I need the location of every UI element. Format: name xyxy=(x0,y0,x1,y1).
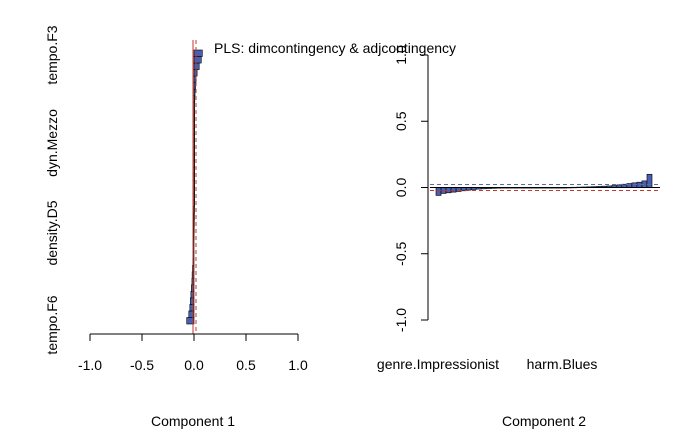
panel2-component-2: -1.0 -0.5 0.0 0.5 1.0 genre.Impressionist harm… xyxy=(377,45,660,372)
panel1-bar xyxy=(193,232,195,240)
chart-title: PLS: dimcontingency & adjcontingency xyxy=(214,40,456,56)
panel1-bar xyxy=(193,56,202,64)
panel1-bar xyxy=(193,160,195,168)
panel1-bar xyxy=(193,173,195,181)
panel2-category-label: genre.Impressionist xyxy=(377,356,499,372)
panel1-bar xyxy=(193,88,196,96)
panel2-y-tick-label: -1.0 xyxy=(393,308,409,332)
panel1-bar xyxy=(193,206,195,214)
panel1-bar xyxy=(193,121,195,129)
panel2-bar xyxy=(631,182,638,188)
panel1-x-tick-label: -0.5 xyxy=(130,357,154,373)
panel1-bar xyxy=(193,101,195,110)
panel1-bar xyxy=(193,134,195,142)
panel1-bar xyxy=(193,147,195,155)
panel1-bar xyxy=(193,95,196,103)
panel1-bar xyxy=(190,291,195,299)
panel1-bar xyxy=(193,127,195,136)
panel1-category-label: tempo.F3 xyxy=(44,25,60,84)
panel1-x-tick-label: 0.5 xyxy=(236,357,256,373)
panel1-bar xyxy=(193,62,200,70)
panel1-bar xyxy=(193,193,195,201)
panel2-bar xyxy=(450,187,457,193)
panel1-bar xyxy=(193,180,195,188)
panel2-y-tick-label: -0.5 xyxy=(393,241,409,265)
panel1-category-label: tempo.F6 xyxy=(44,295,60,354)
panel2-y-tick-label: 0.5 xyxy=(393,111,409,131)
panel1-bar xyxy=(193,199,195,207)
panel1-bar xyxy=(193,154,195,162)
panel2-bar xyxy=(646,173,653,188)
panel2-bar xyxy=(435,187,442,196)
panel1-bar xyxy=(193,212,195,220)
panel1-category-label: density.D5 xyxy=(44,200,60,265)
panel1-bar xyxy=(193,108,195,116)
panel1-bar xyxy=(193,49,203,57)
panel1-x-tick-label: 1.0 xyxy=(288,357,308,373)
panel2-y-tick-label: 1.0 xyxy=(393,45,409,65)
panel1-component-1: -1.0 -0.5 0.0 0.5 1.0 tempo.F6 density.D5 dyn.M… xyxy=(44,25,308,373)
panel2-y-tick-label: 0.0 xyxy=(393,178,409,198)
panel2-category-label: harm.Blues xyxy=(527,356,598,372)
panel1-bar xyxy=(193,82,196,90)
panel1-bar xyxy=(193,167,195,175)
panel1-x-tick-label: -1.0 xyxy=(78,357,102,373)
panel1-x-axis-label: Component 1 xyxy=(151,413,235,429)
panel1-bar xyxy=(193,219,195,227)
panel1-x-tick-label: 0.0 xyxy=(184,357,204,373)
panel1-bar xyxy=(193,186,195,194)
panel2-x-axis-label: Component 2 xyxy=(502,413,586,429)
panel1-bar xyxy=(193,225,195,233)
panel1-category-label: dyn.Mezzo xyxy=(44,109,60,177)
panel1-bar xyxy=(193,141,195,149)
panel1-bar xyxy=(193,114,195,123)
